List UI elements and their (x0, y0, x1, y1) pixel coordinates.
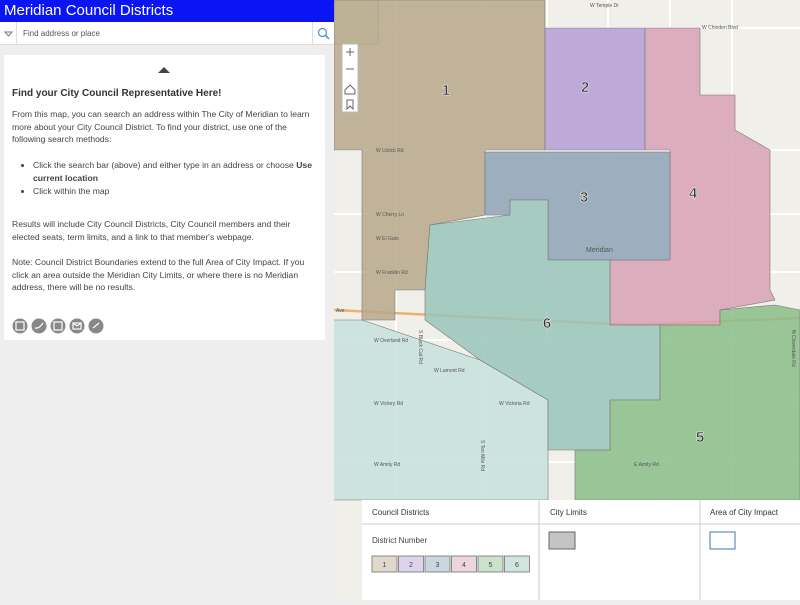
district-2 (544, 27, 646, 151)
legend-box (362, 500, 800, 600)
impact-swatch (709, 531, 736, 550)
method-list: Click the search bar (above) and either … (12, 159, 318, 199)
district-swatch (398, 555, 424, 573)
street-label: W Ustick Rd (376, 148, 404, 154)
street-labels: W Ustick Rd W Cherry Ln W El Gato W Fran… (336, 3, 796, 471)
street-label: N Cloverdale Rd (790, 330, 796, 367)
method-text: Click within the map (33, 186, 110, 197)
search-bar[interactable]: Find address or place (0, 22, 334, 45)
street-label: Ave (336, 308, 345, 314)
street-label: E Amity Rd (634, 462, 659, 468)
method-item: Click within the map (33, 185, 318, 198)
map[interactable]: W Ustick Rd W Cherry Ln W El Gato W Fran… (27, 0, 800, 600)
street-label: S Ten Mile Rd (479, 440, 485, 471)
linkedin-icon[interactable] (50, 318, 66, 334)
street-label: W Franklin Rd (376, 270, 408, 276)
street-label: W Overland Rd (374, 338, 408, 344)
swatch-label: 2 (409, 562, 413, 569)
legend-header: City Limits (550, 508, 587, 517)
intro-text: From this map, you can search an address… (12, 109, 310, 145)
district-label: 1 (442, 82, 450, 99)
district-swatch (477, 555, 504, 573)
district-label: 4 (689, 185, 698, 202)
note-text: Note: Council District Boundaries extend… (12, 257, 305, 293)
panel-heading: Find your City Council Representative He… (12, 88, 222, 99)
swatch-label: 3 (436, 562, 440, 569)
search-dropdown[interactable] (2, 22, 16, 44)
district-swatch (371, 555, 398, 573)
city-limits-swatch (548, 531, 576, 550)
legend: Council Districts City Limits Area of Ci… (362, 500, 800, 600)
map-controls (341, 43, 359, 113)
street-label: W Lamont Rd (434, 368, 465, 374)
street-label: W Victoria Rd (499, 401, 530, 407)
legend-label: District Number (372, 536, 427, 545)
district-label: 6 (543, 315, 551, 332)
search-placeholder[interactable]: Find address or place (23, 29, 100, 38)
method-text: Click the search bar (above) and either … (33, 160, 297, 170)
bookmarks-button[interactable] (346, 99, 354, 111)
info-panel: Find your City Council Representative He… (4, 55, 325, 340)
swatch-label: 1 (383, 562, 387, 569)
zoom-in[interactable] (346, 48, 354, 56)
district-swatch (504, 555, 530, 573)
share-icons (12, 318, 104, 334)
district-label: 3 (580, 189, 588, 206)
street-label: S Black Cat Rd (417, 330, 423, 364)
district-swatch (424, 555, 451, 573)
swatch-label: 5 (489, 562, 493, 569)
twitter-icon[interactable] (31, 318, 47, 334)
method-item: Click the search bar (above) and either … (33, 159, 318, 184)
app-title: Meridian Council Districts (0, 0, 334, 22)
controls-box (341, 43, 359, 113)
district-label: 5 (696, 429, 704, 446)
collapse-arrow[interactable] (154, 65, 174, 75)
district-label: 2 (581, 79, 589, 96)
method-bold: Use current location (33, 160, 312, 183)
street-label: W Temple Dr (590, 3, 619, 9)
search-button[interactable] (317, 27, 331, 41)
facebook-icon[interactable] (12, 318, 28, 334)
district-swatch (451, 555, 477, 573)
legend-header: Area of City Impact (710, 508, 779, 517)
map-container[interactable]: W Ustick Rd W Cherry Ln W El Gato W Fran… (27, 0, 800, 605)
street-label: Meridian (586, 247, 613, 254)
district-swatches: 1 2 3 4 5 6 (371, 555, 530, 573)
street-label: W Amity Rd (374, 462, 400, 468)
street-label: W El Gato (376, 236, 399, 242)
street-label: W Chinden Blvd (702, 25, 738, 31)
swatch-label: 6 (515, 562, 519, 569)
results-text: Results will include City Council Distri… (12, 219, 291, 242)
street-label: W Victory Rd (374, 401, 403, 407)
legend-header: Council Districts (372, 508, 429, 517)
home-button[interactable] (344, 84, 356, 95)
street-label: W Cherry Ln (376, 212, 404, 218)
swatch-label: 4 (462, 562, 466, 569)
